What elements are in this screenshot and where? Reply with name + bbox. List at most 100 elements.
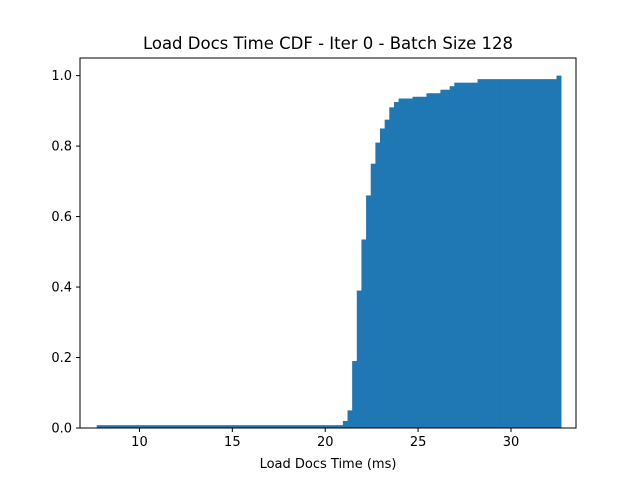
bar bbox=[472, 82, 478, 429]
bar bbox=[171, 425, 177, 428]
bar bbox=[143, 425, 149, 428]
bar bbox=[380, 128, 385, 429]
bar bbox=[556, 75, 562, 429]
bar bbox=[393, 102, 399, 429]
bar bbox=[166, 425, 172, 428]
bar bbox=[203, 425, 209, 428]
bar bbox=[352, 361, 358, 428]
bar bbox=[101, 425, 107, 428]
y-tick-label: 0.2 bbox=[51, 351, 72, 366]
bar bbox=[370, 163, 376, 428]
bar bbox=[537, 79, 543, 428]
plot-frame bbox=[79, 57, 577, 429]
bar bbox=[482, 79, 488, 428]
y-tick-label: 0.8 bbox=[51, 140, 72, 155]
bar bbox=[133, 425, 139, 428]
bar bbox=[110, 425, 116, 428]
bar bbox=[147, 425, 153, 428]
y-tick-label: 0.4 bbox=[51, 281, 72, 296]
bar bbox=[268, 425, 274, 428]
x-tick-label: 30 bbox=[503, 435, 520, 450]
bar bbox=[333, 425, 339, 428]
bar bbox=[208, 425, 214, 428]
chart-title: Load Docs Time CDF - Iter 0 - Batch Size… bbox=[143, 34, 513, 53]
bar bbox=[342, 420, 348, 428]
bar bbox=[547, 79, 553, 428]
bar bbox=[152, 425, 158, 428]
bars-group bbox=[96, 75, 562, 429]
bar bbox=[291, 425, 297, 428]
y-tick-label: 0.0 bbox=[51, 422, 72, 437]
bar bbox=[510, 79, 516, 428]
bar bbox=[449, 86, 455, 428]
x-tick-label: 10 bbox=[131, 435, 148, 450]
bar bbox=[277, 425, 283, 428]
bar bbox=[259, 425, 265, 428]
bar bbox=[458, 82, 464, 429]
bar bbox=[273, 425, 279, 428]
bar bbox=[217, 425, 223, 428]
bar bbox=[542, 79, 548, 428]
x-tick-label: 20 bbox=[317, 435, 334, 450]
bar bbox=[338, 425, 344, 428]
bar bbox=[375, 142, 381, 428]
bar bbox=[184, 425, 190, 428]
bar bbox=[328, 425, 334, 428]
bar bbox=[454, 82, 460, 429]
bar bbox=[180, 425, 186, 428]
bar bbox=[254, 425, 260, 428]
bar bbox=[315, 425, 320, 428]
bar bbox=[519, 79, 525, 428]
bar bbox=[263, 425, 269, 428]
bar bbox=[96, 425, 102, 428]
bar bbox=[189, 425, 195, 428]
bar bbox=[319, 425, 325, 428]
bar bbox=[282, 425, 288, 428]
x-tick-label: 25 bbox=[410, 435, 427, 450]
bar bbox=[417, 96, 423, 428]
bar bbox=[226, 425, 232, 428]
y-tick-label: 1.0 bbox=[51, 69, 72, 84]
bar bbox=[198, 425, 204, 428]
bar bbox=[389, 107, 395, 428]
x-axis-label: Load Docs Time (ms) bbox=[260, 457, 397, 472]
y-axis: 0.0 0.2 0.4 0.6 0.8 1.0 bbox=[51, 69, 80, 437]
bar bbox=[305, 425, 311, 428]
bar bbox=[435, 93, 441, 429]
bar bbox=[528, 79, 534, 428]
bar bbox=[157, 425, 163, 428]
bar bbox=[421, 96, 427, 428]
bar bbox=[500, 79, 506, 428]
bar bbox=[361, 239, 367, 428]
bar bbox=[138, 425, 144, 428]
bar bbox=[222, 425, 228, 428]
bar bbox=[496, 79, 502, 428]
bar bbox=[440, 89, 446, 429]
bar bbox=[310, 425, 316, 428]
y-tick-label: 0.6 bbox=[51, 210, 72, 225]
bar bbox=[115, 425, 121, 428]
bar bbox=[212, 425, 218, 428]
bar bbox=[356, 290, 362, 428]
bar bbox=[477, 79, 483, 428]
bar bbox=[161, 425, 167, 428]
bar bbox=[463, 82, 469, 429]
bar bbox=[301, 425, 307, 428]
bar bbox=[468, 82, 474, 429]
bar bbox=[445, 89, 451, 429]
bar bbox=[249, 425, 255, 428]
bar bbox=[287, 425, 293, 428]
bar bbox=[551, 79, 557, 428]
bar bbox=[514, 79, 520, 428]
bar bbox=[296, 425, 302, 428]
bar bbox=[124, 425, 130, 428]
bar bbox=[106, 425, 111, 428]
bar bbox=[486, 79, 492, 428]
bar bbox=[407, 98, 413, 429]
bar bbox=[347, 410, 353, 428]
bar bbox=[403, 98, 409, 429]
bar bbox=[384, 119, 390, 429]
bar bbox=[533, 79, 539, 428]
